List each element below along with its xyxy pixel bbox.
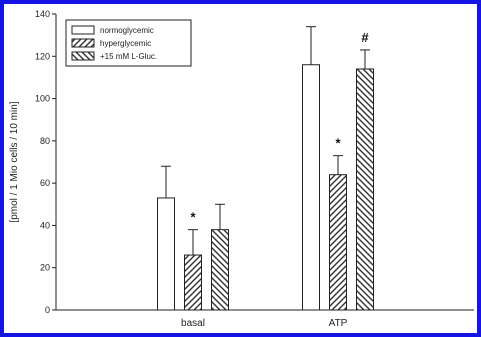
y-tick-label: 0	[45, 305, 50, 315]
plot-area: 0 20 40 60 80 100 120 140 [pmol / 1 Mio cells / …	[9, 9, 474, 329]
y-tick-label: 140	[35, 9, 50, 19]
bar-basal-normoglycemic	[157, 197, 175, 311]
legend-label-hyperglycemic: hyperglycemic	[100, 39, 151, 48]
bar-basal-15-mm-l-gluc	[211, 229, 229, 311]
y-tick-label: 40	[40, 220, 50, 230]
x-category-label: ATP	[329, 318, 348, 329]
legend-swatch-15-mm-l-gluc	[71, 51, 95, 61]
y-tick-label: 60	[40, 178, 50, 188]
significance-marker: #	[361, 30, 369, 45]
legend-label-15-mm-l-gluc: +15 mM L-Gluc.	[100, 52, 157, 61]
y-tick-label: 100	[35, 94, 50, 104]
legend-swatch-normoglycemic	[71, 25, 95, 35]
bar-atp-15-mm-l-gluc	[356, 68, 374, 311]
y-axis-label: [pmol / 1 Mio cells / 10 min]	[9, 101, 20, 222]
y-tick-label: 80	[40, 136, 50, 146]
x-category-label: basal	[181, 318, 205, 329]
legend-label-normoglycemic: normoglycemic	[100, 26, 154, 35]
bar-atp-hyperglycemic	[329, 174, 347, 311]
y-tick-label: 120	[35, 51, 50, 61]
bar-basal-hyperglycemic	[184, 254, 202, 311]
y-tick-label: 20	[40, 263, 50, 273]
legend-swatch-hyperglycemic	[71, 38, 95, 48]
significance-marker: *	[190, 210, 196, 225]
significance-marker: *	[335, 136, 341, 151]
bar-atp-normoglycemic	[302, 64, 320, 311]
